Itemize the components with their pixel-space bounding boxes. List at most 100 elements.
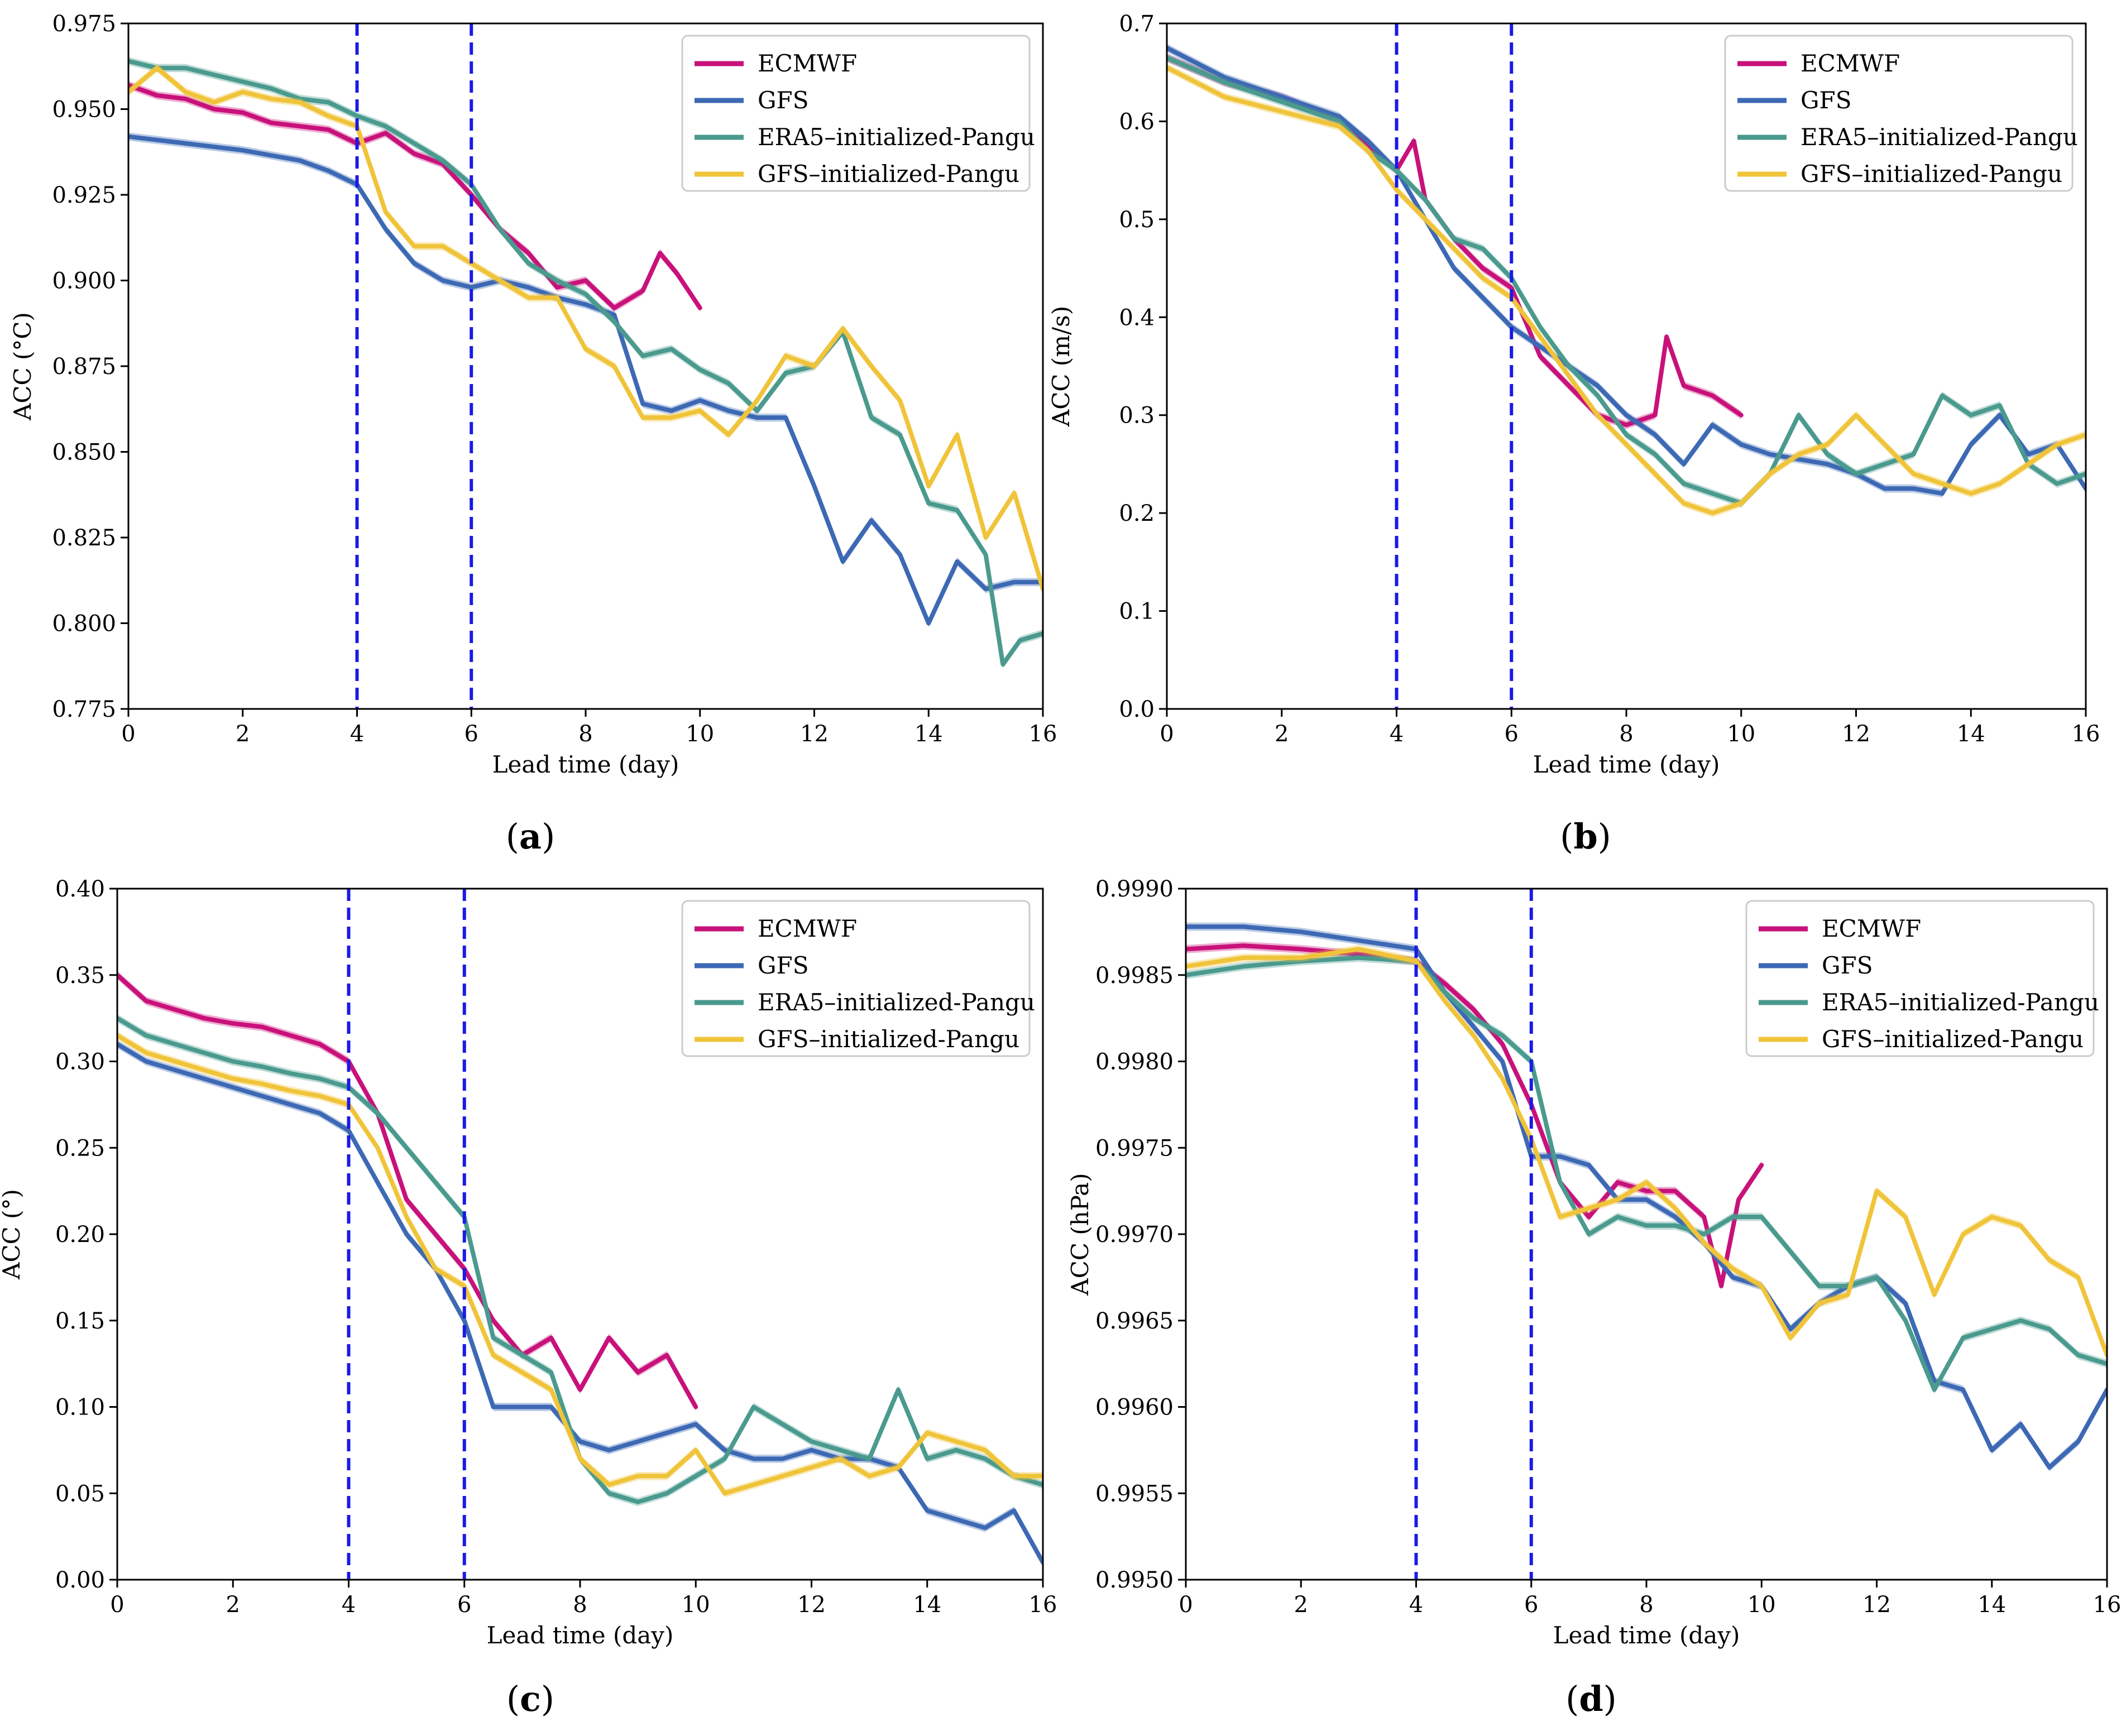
x-tick-label: 10 <box>1727 721 1755 747</box>
x-axis-title: Lead time (day) <box>1533 751 1720 778</box>
x-axis-title: Lead time (day) <box>492 751 679 778</box>
x-tick-label: 0 <box>110 1592 124 1618</box>
x-tick-label: 12 <box>1842 721 1870 747</box>
x-tick-label: 10 <box>682 1592 710 1618</box>
series-line-gfsp <box>117 1033 1043 1496</box>
panel-label: (a) <box>506 816 556 857</box>
series-line-gfsp <box>128 65 1043 592</box>
x-tick-label: 2 <box>1294 1592 1308 1618</box>
y-tick-label: 0.9965 <box>1095 1308 1174 1334</box>
y-tick-label: 0.35 <box>55 963 105 989</box>
x-tick-label: 16 <box>2072 721 2100 747</box>
series-line-gfsp <box>1186 947 2107 1358</box>
y-tick-label: 0.15 <box>55 1308 105 1334</box>
y-tick-label: 0.05 <box>55 1481 105 1507</box>
y-tick-label: 0.950 <box>52 97 116 123</box>
x-tick-label: 8 <box>1619 721 1633 747</box>
legend-label: ECMWF <box>1822 915 1921 942</box>
legend-label: ERA5–initialized-Pangu <box>758 989 1035 1016</box>
panel-letter: c <box>520 1679 541 1719</box>
x-tick-label: 4 <box>350 721 364 747</box>
x-tick-label: 14 <box>913 1592 941 1618</box>
x-tick-label: 16 <box>2093 1592 2122 1618</box>
panel-label: (d) <box>1565 1679 1617 1719</box>
y-tick-label: 0.825 <box>52 525 116 551</box>
legend-label: GFS <box>758 87 808 114</box>
y-tick-label: 0.00 <box>55 1567 105 1593</box>
x-axis-title: Lead time (day) <box>487 1622 674 1649</box>
legend-label: ECMWF <box>758 915 857 942</box>
x-tick-label: 6 <box>1505 721 1519 747</box>
y-tick-label: 0.9955 <box>1095 1481 1174 1507</box>
x-tick-label: 12 <box>1862 1592 1891 1618</box>
y-tick-label: 0.6 <box>1119 109 1155 135</box>
x-tick-label: 14 <box>1977 1592 2006 1618</box>
y-tick-label: 0.9950 <box>1095 1567 1174 1593</box>
y-tick-label: 0.1 <box>1119 599 1155 625</box>
legend: ECMWF GFS ERA5–initialized-Pangu GFS–initia… <box>1745 900 2099 1057</box>
y-tick-label: 0.2 <box>1119 501 1155 526</box>
x-tick-label: 8 <box>1639 1592 1653 1618</box>
y-tick-label: 0.850 <box>52 440 116 466</box>
series-line-era5 <box>128 59 1043 667</box>
legend-label: ERA5–initialized-Pangu <box>1801 123 2078 151</box>
x-tick-label: 6 <box>465 721 478 747</box>
legend-label: GFS–initialized-Pangu <box>1801 160 2062 188</box>
plot-area <box>1186 922 2107 1472</box>
y-axis-title: ACC (°) <box>0 1189 25 1280</box>
y-tick-label: 0.30 <box>55 1049 105 1075</box>
legend-box <box>681 35 1031 192</box>
y-tick-label: 0.7 <box>1119 11 1155 37</box>
y-tick-label: 0.925 <box>52 183 116 208</box>
series-line-gfs <box>128 134 1043 626</box>
legend-box <box>1724 35 2074 192</box>
panel-label: (c) <box>506 1679 554 1719</box>
x-tick-label: 8 <box>573 1592 587 1618</box>
series-line-gfs <box>117 1042 1043 1565</box>
legend-label: GFS <box>1801 87 1851 114</box>
legend-label: GFS–initialized-Pangu <box>1822 1025 2084 1053</box>
y-tick-label: 0.900 <box>52 268 116 294</box>
y-axis-title: ACC (m/s) <box>1047 306 1075 427</box>
x-tick-label: 4 <box>1390 721 1404 747</box>
series-line-era5 <box>1186 955 2107 1392</box>
legend-label: GFS–initialized-Pangu <box>758 160 1019 188</box>
x-tick-label: 4 <box>342 1592 356 1618</box>
x-tick-label: 10 <box>1747 1592 1776 1618</box>
y-tick-label: 0.9980 <box>1095 1049 1174 1075</box>
plot-area <box>128 57 1043 669</box>
y-tick-label: 0.875 <box>52 354 116 380</box>
panel-d-pressure-chart: 0 2 4 6 8 10 12 14 16 0.9950 0.9955 0.9960 0.9965 0.9… <box>1066 876 2121 1719</box>
y-tick-label: 0.9975 <box>1095 1135 1174 1161</box>
series-line-ecmwf <box>117 972 698 1409</box>
y-axis-title: ACC (hPa) <box>1066 1173 1094 1296</box>
x-tick-label: 16 <box>1029 1592 1057 1618</box>
panel-letter: a <box>519 816 542 857</box>
y-tick-label: 0.3 <box>1119 403 1155 429</box>
x-tick-label: 12 <box>797 1592 826 1618</box>
y-axis-title: ACC (°C) <box>9 312 36 421</box>
y-tick-label: 0.775 <box>52 697 116 722</box>
series-band-gfs <box>1186 922 2107 1472</box>
y-tick-label: 0.9990 <box>1095 876 1174 902</box>
series-band-gfs <box>117 1040 1043 1567</box>
series-band-gfsp <box>1167 63 2086 517</box>
legend-label: ERA5–initialized-Pangu <box>758 123 1035 151</box>
y-tick-label: 0.0 <box>1119 697 1155 722</box>
legend-label: GFS–initialized-Pangu <box>758 1025 1019 1053</box>
x-axis-title: Lead time (day) <box>1553 1622 1740 1649</box>
x-tick-label: 8 <box>578 721 592 747</box>
y-tick-label: 0.25 <box>55 1135 105 1161</box>
panel-c-direction-chart: 0 2 4 6 8 10 12 14 16 0.00 0.05 0.10 0.15 0.20 0.25 0.3… <box>0 876 1057 1719</box>
legend-label: ECMWF <box>1801 50 1900 77</box>
y-tick-label: 0.5 <box>1119 207 1155 233</box>
x-tick-label: 14 <box>914 721 943 747</box>
legend: ECMWF GFS ERA5–initialized-Pangu GFS–initia… <box>681 35 1035 192</box>
x-tick-label: 0 <box>1160 721 1174 747</box>
legend-label: GFS <box>1822 952 1873 979</box>
x-tick-label: 4 <box>1409 1592 1423 1618</box>
legend-box <box>1745 900 2095 1057</box>
series-line-era5 <box>1167 55 2086 506</box>
panel-a-temperature-chart: 0 2 4 6 8 10 12 14 16 0.775 0.800 0.825 0.850 0.875 0.… <box>9 11 1057 857</box>
